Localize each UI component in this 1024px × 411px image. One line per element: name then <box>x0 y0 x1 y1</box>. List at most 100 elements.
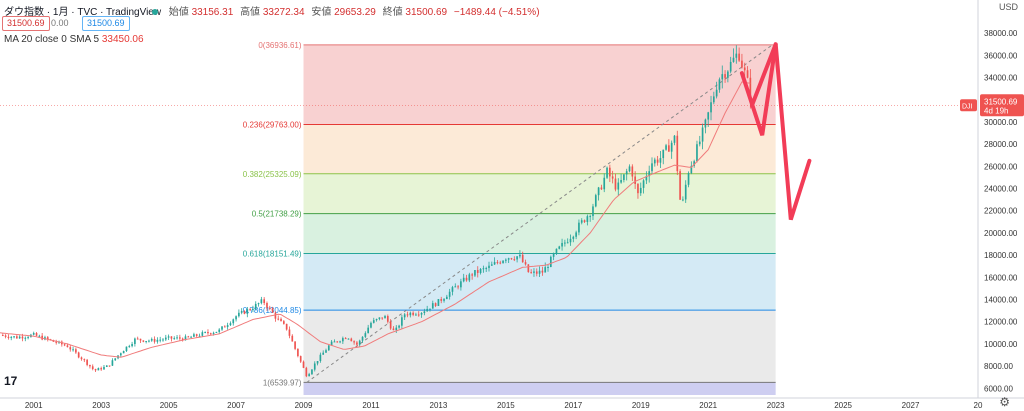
high-value: 33272.34 <box>262 7 305 18</box>
candle-body <box>603 177 606 190</box>
candle-body <box>718 79 721 90</box>
candle-body <box>606 167 608 178</box>
candle-body <box>637 183 639 194</box>
candle-body <box>749 77 752 101</box>
candle-body <box>684 184 687 200</box>
candle-body <box>434 303 437 306</box>
candle-body <box>311 369 313 375</box>
candle-body <box>356 342 358 345</box>
candle-body <box>195 334 198 336</box>
buy-price-box[interactable]: 31500.69 <box>82 16 130 31</box>
candle-body <box>91 366 94 370</box>
candle-body <box>77 352 80 358</box>
fib-level-label: 0.5(21738.29) <box>252 210 302 219</box>
x-tick-label: 2025 <box>834 401 852 410</box>
candle-body <box>572 236 575 239</box>
candle-body <box>148 340 150 342</box>
candle-body <box>288 329 291 336</box>
spread-value: 0.00 <box>51 18 69 28</box>
y-tick-label: 18000.00 <box>984 251 1018 260</box>
open-label: 始値 <box>168 7 189 18</box>
price-tag-value: 31500.69 <box>984 97 1018 106</box>
candle-body <box>538 270 541 274</box>
candle-body <box>623 174 625 181</box>
y-tick-label: 14000.00 <box>984 296 1018 305</box>
candle-body <box>642 180 645 188</box>
candle-body <box>519 254 521 257</box>
ma-legend[interactable]: MA 20 close 0 SMA 5 33450.06 <box>4 34 144 45</box>
fib-zone <box>303 382 776 395</box>
candle-body <box>305 367 308 377</box>
candle-body <box>415 314 417 316</box>
gear-icon[interactable]: ⚙ <box>999 395 1010 409</box>
candle-body <box>727 71 729 78</box>
candle-body <box>142 340 145 342</box>
candle-body <box>319 354 322 361</box>
candle-body <box>86 359 88 365</box>
candle-body <box>72 349 74 351</box>
currency-label[interactable]: USD <box>998 2 1018 12</box>
candle-body <box>600 187 603 190</box>
fib-level-label: 0.618(18151.49) <box>243 249 302 258</box>
candle-body <box>297 348 299 357</box>
candle-body <box>485 268 488 270</box>
candle-body <box>313 363 316 370</box>
y-tick-label: 22000.00 <box>984 207 1018 216</box>
y-tick-label: 6000.00 <box>984 384 1013 393</box>
x-tick-label: 2021 <box>699 401 717 410</box>
candle-body <box>207 331 209 334</box>
candle-body <box>690 165 693 174</box>
candle-body <box>243 311 246 314</box>
candle-body <box>561 242 563 247</box>
candle-body <box>384 316 386 319</box>
candle-body <box>423 311 426 314</box>
candle-body <box>687 173 690 185</box>
candle-body <box>364 333 367 337</box>
candle-body <box>440 299 443 301</box>
candle-body <box>482 268 485 270</box>
candle-body <box>190 336 192 338</box>
candle-body <box>322 352 325 355</box>
candle-body <box>16 336 18 339</box>
candle-body <box>271 308 274 313</box>
candle-body <box>527 264 530 273</box>
candle-body <box>221 326 223 330</box>
candle-body <box>347 338 350 340</box>
close-label: 終値 <box>382 7 403 18</box>
candle-body <box>521 254 524 263</box>
candle-body <box>381 317 384 319</box>
projection-arrow <box>750 43 812 221</box>
candle-body <box>513 259 516 261</box>
candle-body <box>108 365 111 367</box>
candle-body <box>735 53 738 58</box>
close-value: 31500.69 <box>405 7 448 18</box>
candle-body <box>656 159 659 163</box>
tradingview-logo[interactable]: 17 <box>4 374 18 388</box>
y-tick-label: 34000.00 <box>984 74 1018 83</box>
candle-body <box>555 248 558 254</box>
candle-body <box>10 336 13 338</box>
candle-body <box>21 336 24 339</box>
candle-body <box>55 341 58 343</box>
x-tick-label: 2003 <box>92 401 110 410</box>
candle-body <box>285 323 288 330</box>
candle-body <box>125 346 128 352</box>
symbol-tag-bg <box>960 99 977 112</box>
candle-body <box>327 345 330 351</box>
price-axis-bg <box>978 0 1024 411</box>
candle-body <box>187 336 190 338</box>
candle-body <box>246 309 249 314</box>
sell-price-box[interactable]: 31500.69 <box>2 16 50 31</box>
candle-body <box>544 267 547 273</box>
open-value: 33156.31 <box>191 7 234 18</box>
candle-body <box>75 349 77 353</box>
candle-body <box>170 336 173 339</box>
candle-body <box>471 274 473 276</box>
candle-body <box>238 312 240 317</box>
candle-body <box>27 337 29 339</box>
candle-body <box>164 337 167 340</box>
candle-body <box>490 264 493 266</box>
symbol-tag: DJI <box>962 103 973 110</box>
candle-body <box>18 336 21 339</box>
